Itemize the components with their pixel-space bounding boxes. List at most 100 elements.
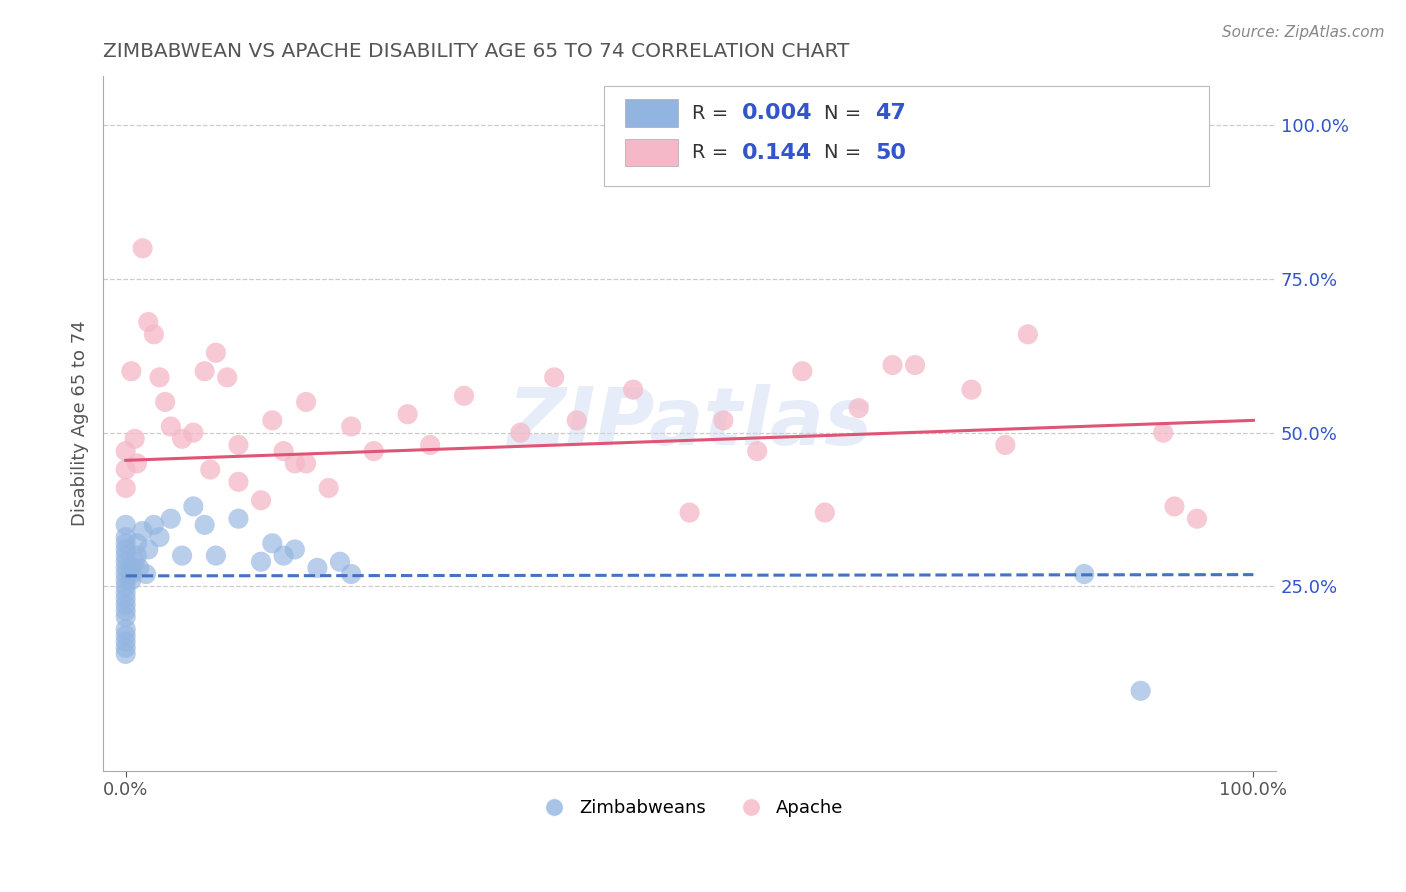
Text: N =: N = <box>824 143 868 162</box>
Point <box>114 585 136 599</box>
Point <box>142 327 165 342</box>
Point <box>814 506 837 520</box>
Point <box>114 481 136 495</box>
Point <box>1185 512 1208 526</box>
FancyBboxPatch shape <box>605 86 1209 186</box>
Point <box>994 438 1017 452</box>
Point <box>114 462 136 476</box>
Point <box>340 419 363 434</box>
Text: ZIPatlas: ZIPatlas <box>508 384 872 462</box>
Text: R =: R = <box>692 103 734 122</box>
Point <box>183 425 205 440</box>
Point <box>114 573 136 587</box>
Bar <box>626 99 678 127</box>
Point <box>295 457 318 471</box>
Point <box>153 395 176 409</box>
Point <box>114 561 136 575</box>
Point <box>363 444 385 458</box>
Point <box>114 610 136 624</box>
Point <box>329 555 352 569</box>
Point <box>114 517 136 532</box>
Text: 47: 47 <box>875 103 905 123</box>
Point <box>848 401 870 415</box>
Point <box>419 438 441 452</box>
Point <box>159 512 181 526</box>
Point <box>262 413 284 427</box>
Point <box>792 364 814 378</box>
Point <box>125 549 148 563</box>
Point <box>228 512 250 526</box>
Text: 0.144: 0.144 <box>742 143 813 162</box>
Point <box>228 438 250 452</box>
Point <box>114 579 136 593</box>
Point <box>125 536 148 550</box>
Point <box>904 358 927 372</box>
Bar <box>626 139 678 167</box>
Point <box>114 567 136 582</box>
Point <box>114 634 136 648</box>
Text: Source: ZipAtlas.com: Source: ZipAtlas.com <box>1222 25 1385 40</box>
Point <box>228 475 250 489</box>
Point <box>136 315 159 329</box>
Point <box>250 555 273 569</box>
Point <box>960 383 983 397</box>
Point <box>114 628 136 642</box>
Point <box>295 395 318 409</box>
Point <box>273 444 295 458</box>
Point <box>124 432 146 446</box>
Point <box>1152 425 1174 440</box>
Point <box>453 389 475 403</box>
Point <box>284 457 307 471</box>
Point <box>114 598 136 612</box>
Point <box>284 542 307 557</box>
Point <box>125 457 148 471</box>
Point <box>621 383 644 397</box>
Text: 0.004: 0.004 <box>742 103 813 123</box>
Point <box>114 604 136 618</box>
Point <box>135 567 157 582</box>
Point <box>131 524 153 538</box>
Point <box>565 413 588 427</box>
Point <box>273 549 295 563</box>
Legend: Zimbabweans, Apache: Zimbabweans, Apache <box>529 792 851 824</box>
Point <box>217 370 239 384</box>
Point <box>396 407 419 421</box>
Point <box>250 493 273 508</box>
Point <box>194 517 217 532</box>
Point <box>1163 500 1185 514</box>
Point <box>114 591 136 606</box>
Point <box>1017 327 1039 342</box>
Text: R =: R = <box>692 143 734 162</box>
Point <box>543 370 565 384</box>
Point <box>509 425 531 440</box>
Point <box>114 542 136 557</box>
Point <box>142 517 165 532</box>
Point <box>120 573 142 587</box>
Text: N =: N = <box>824 103 868 122</box>
Point <box>120 561 142 575</box>
Point <box>340 567 363 582</box>
Point <box>1129 683 1152 698</box>
Point <box>205 549 228 563</box>
Point <box>1073 567 1095 582</box>
Point <box>194 364 217 378</box>
Point <box>131 241 153 255</box>
Point <box>262 536 284 550</box>
Point <box>678 506 700 520</box>
Point <box>318 481 340 495</box>
Point <box>114 530 136 544</box>
Point <box>170 432 193 446</box>
Point <box>114 549 136 563</box>
Point <box>120 567 142 582</box>
Point <box>114 640 136 655</box>
Point <box>114 647 136 661</box>
Point <box>159 419 181 434</box>
Point <box>114 555 136 569</box>
Point <box>128 561 150 575</box>
Y-axis label: Disability Age 65 to 74: Disability Age 65 to 74 <box>72 320 89 526</box>
Point <box>205 345 228 359</box>
Point <box>136 542 159 557</box>
Text: 50: 50 <box>875 143 905 162</box>
Text: ZIMBABWEAN VS APACHE DISABILITY AGE 65 TO 74 CORRELATION CHART: ZIMBABWEAN VS APACHE DISABILITY AGE 65 T… <box>103 42 849 61</box>
Point <box>882 358 904 372</box>
